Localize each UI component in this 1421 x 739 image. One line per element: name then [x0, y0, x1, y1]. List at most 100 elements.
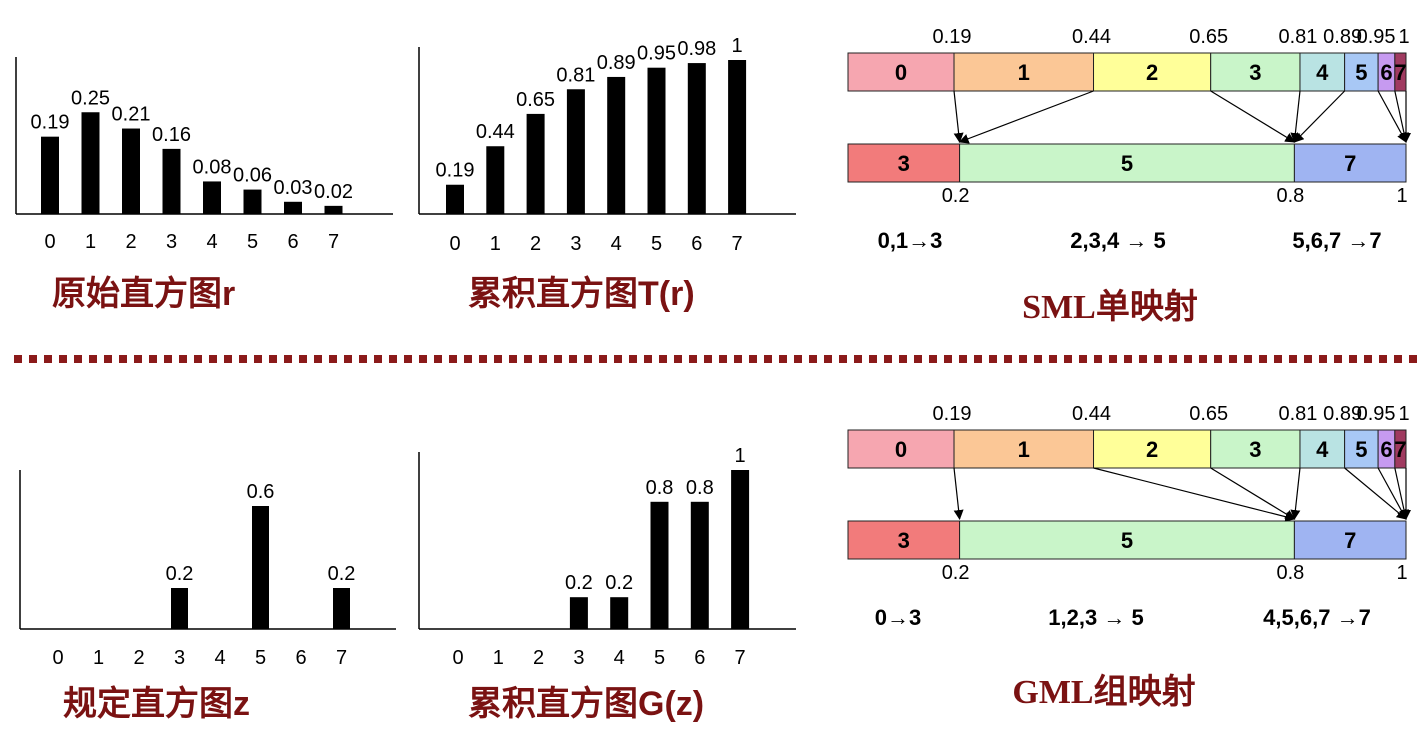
- x-tick-label: 4: [206, 231, 217, 253]
- x-tick-label: 0: [449, 233, 460, 255]
- data-label: 0.8: [646, 477, 674, 499]
- source-boundary-label: 0.95: [1357, 26, 1396, 48]
- source-boundary-label: 0.19: [933, 26, 972, 48]
- data-label: 0.8: [686, 477, 714, 499]
- bar: [446, 184, 464, 214]
- data-label: 0.02: [314, 181, 353, 203]
- source-segment: [1299, 52, 1346, 92]
- data-label: 0.08: [193, 156, 232, 178]
- source-segment: [1093, 429, 1212, 469]
- source-segment: [1394, 429, 1407, 469]
- chart-cumulative-histogram-G: 0 1 2 3 0.2 4 0.2 5 0.8 6 0.8 7 1: [418, 445, 796, 669]
- mapping-arrow: [1093, 467, 1296, 522]
- source-segment-label: 3: [1249, 437, 1261, 462]
- bar: [486, 146, 505, 214]
- mapping-rule: 1,2,3 → 5: [1048, 605, 1143, 630]
- source-segment-label: 1: [1018, 60, 1030, 85]
- title-original-histogram: 原始直方图r: [52, 275, 235, 313]
- x-tick-label: 7: [336, 647, 347, 669]
- data-label: 0.89: [597, 52, 636, 74]
- source-segment: [1299, 429, 1346, 469]
- data-label: 0.98: [677, 38, 716, 60]
- source-segment: [847, 429, 955, 469]
- bar: [252, 506, 269, 629]
- mapping-arrow: [1290, 90, 1301, 143]
- title-sml: SML单映射: [1022, 288, 1198, 326]
- x-tick-label: 1: [490, 233, 501, 255]
- mapping-arrow: [1210, 90, 1296, 143]
- data-label: 0.2: [328, 563, 356, 585]
- x-tick-label: 6: [694, 647, 705, 669]
- mapping-rule: 5,6,7 →7: [1292, 228, 1381, 253]
- chart-original-histogram: 0 0.19 1 0.25 2 0.21 3 0.16 4 0.08 5 0.06 6 0.03 7 0.02: [15, 57, 393, 253]
- data-label: 0.19: [436, 160, 475, 182]
- target-boundary-label: 0.2: [942, 185, 970, 207]
- target-boundary-label: 0.8: [1276, 562, 1304, 584]
- target-segment: [847, 520, 961, 560]
- source-segment-label: 5: [1355, 437, 1367, 462]
- x-tick-label: 4: [614, 647, 625, 669]
- data-label: 0.19: [31, 112, 70, 134]
- x-tick-label: 1: [493, 647, 504, 669]
- bar: [647, 67, 666, 214]
- data-label: 0.2: [565, 572, 593, 594]
- source-segment-label: 5: [1355, 60, 1367, 85]
- chart-specified-histogram: 0 1 2 3 0.2 4 5 0.6 6 7 0.2: [19, 470, 396, 669]
- target-segment-label: 5: [1121, 528, 1133, 553]
- x-tick-label: 2: [530, 233, 541, 255]
- source-segment-label: 6: [1380, 437, 1392, 462]
- data-label: 1: [732, 35, 743, 57]
- mapping-arrow: [1377, 467, 1407, 520]
- mapping-arrow: [953, 90, 964, 143]
- x-tick-label: 7: [735, 647, 746, 669]
- source-segment: [1394, 52, 1407, 92]
- target-boundary-label: 1: [1396, 562, 1407, 584]
- data-label: 0.44: [476, 121, 515, 143]
- data-label: 0.06: [233, 165, 272, 187]
- x-tick-label: 5: [247, 231, 258, 253]
- bar: [333, 588, 350, 629]
- x-tick-label: 3: [570, 233, 581, 255]
- source-segment-label: 7: [1394, 437, 1406, 462]
- data-label: 0.16: [152, 124, 191, 146]
- data-label: 0.6: [247, 481, 275, 503]
- data-label: 0.95: [637, 43, 676, 65]
- source-segment-label: 4: [1316, 60, 1329, 85]
- source-boundary-label: 0.89: [1323, 26, 1362, 48]
- source-segment-label: 0: [895, 437, 907, 462]
- source-boundary-label: 1: [1398, 26, 1409, 48]
- mapping-arrow: [1394, 90, 1409, 143]
- bar: [324, 205, 343, 214]
- bar: [243, 189, 262, 214]
- source-segment: [1210, 429, 1301, 469]
- source-boundary-label: 1: [1398, 403, 1409, 425]
- x-tick-label: 2: [125, 231, 136, 253]
- bar: [122, 128, 140, 214]
- bar: [687, 63, 706, 214]
- source-boundary-label: 0.65: [1189, 403, 1228, 425]
- x-tick-label: 5: [654, 647, 665, 669]
- x-tick-label: 3: [573, 647, 584, 669]
- bar: [650, 501, 669, 629]
- source-segment: [1210, 52, 1301, 92]
- title-gml: GML组映射: [1012, 673, 1195, 711]
- data-label: 0.2: [605, 572, 633, 594]
- source-segment: [847, 52, 955, 92]
- data-label: 0.25: [71, 87, 110, 109]
- x-tick-label: 2: [533, 647, 544, 669]
- source-boundary-label: 0.89: [1323, 403, 1362, 425]
- x-tick-label: 5: [255, 647, 266, 669]
- x-tick-label: 0: [44, 231, 55, 253]
- x-tick-label: 6: [691, 233, 702, 255]
- mapping-rule: 0,1→3: [878, 228, 943, 253]
- source-boundary-label: 0.44: [1072, 403, 1111, 425]
- chart-cumulative-histogram-T: 0 0.19 1 0.44 2 0.65 3 0.81 4 0.89 5 0.95 6 0.98 7 1: [418, 35, 796, 255]
- target-segment-label: 7: [1344, 151, 1356, 176]
- x-tick-label: 6: [287, 231, 298, 253]
- mapping-arrow: [1290, 467, 1301, 520]
- title-cumulative-G: 累积直方图G(z): [468, 685, 704, 723]
- data-label: 0.65: [516, 89, 555, 111]
- mapping-rule: 0→3: [875, 605, 921, 630]
- mapping-arrow: [1344, 467, 1407, 520]
